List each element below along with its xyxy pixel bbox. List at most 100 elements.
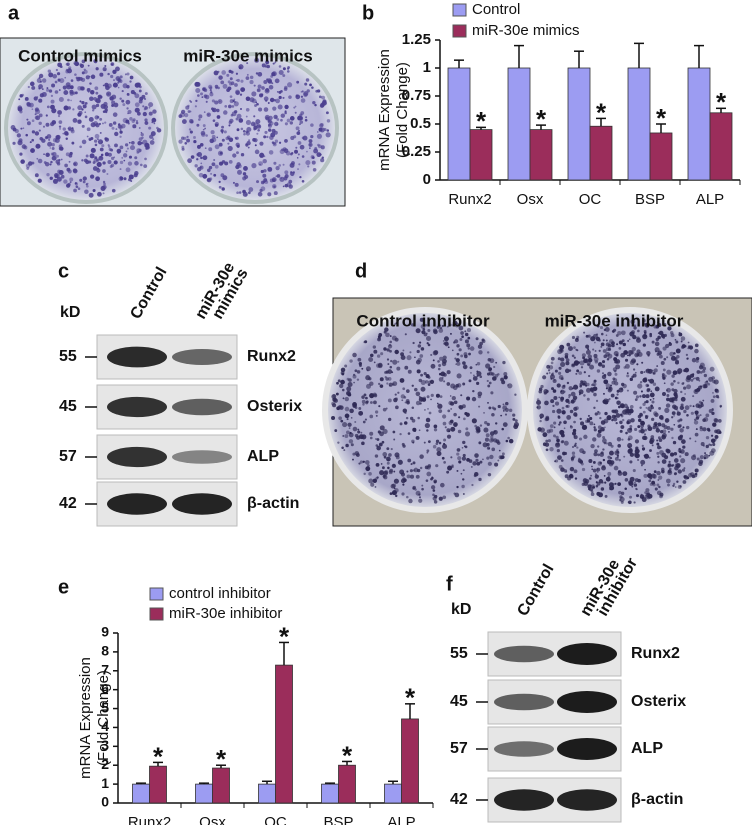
colony: [690, 378, 694, 382]
colony: [316, 133, 323, 139]
colony: [444, 426, 447, 429]
colony: [684, 344, 687, 348]
colony: [416, 369, 421, 374]
colony: [369, 436, 373, 440]
colony: [695, 359, 699, 363]
colony: [497, 404, 501, 409]
colony: [310, 134, 314, 139]
colony: [596, 468, 599, 470]
bar: [338, 764, 356, 804]
colony: [125, 99, 131, 105]
colony: [230, 70, 234, 74]
colony: [45, 122, 50, 127]
colony: [660, 361, 665, 365]
colony: [97, 139, 104, 145]
colony: [59, 146, 64, 151]
colony: [56, 72, 61, 76]
colony: [266, 135, 269, 139]
colony: [645, 322, 650, 327]
colony: [259, 141, 264, 146]
colony: [259, 163, 261, 166]
colony: [395, 322, 398, 325]
colony: [620, 404, 625, 409]
colony: [556, 408, 562, 414]
colony: [654, 487, 658, 491]
colony: [711, 411, 715, 415]
colony: [223, 130, 227, 134]
colony: [417, 344, 422, 348]
colony: [680, 396, 686, 402]
colony: [616, 389, 620, 393]
colony: [352, 426, 358, 432]
colony: [629, 476, 635, 482]
colony: [653, 411, 658, 416]
colony: [295, 146, 298, 149]
colony: [300, 95, 304, 98]
colony: [236, 128, 240, 132]
colony: [702, 399, 705, 402]
x-tick-label: Runx2: [448, 191, 491, 208]
colony: [671, 400, 675, 404]
colony: [504, 407, 509, 412]
colony: [222, 83, 228, 89]
colony: [601, 360, 606, 364]
colony: [652, 371, 656, 375]
colony: [442, 414, 447, 419]
colony: [29, 81, 35, 87]
colony: [583, 434, 588, 440]
colony: [453, 400, 458, 405]
colony: [357, 357, 362, 362]
colony: [51, 143, 55, 147]
colony: [617, 330, 622, 336]
colony: [89, 96, 94, 102]
colony: [426, 465, 431, 470]
colony: [433, 424, 438, 429]
colony: [548, 372, 551, 374]
colony: [332, 397, 337, 402]
colony: [199, 142, 204, 147]
colony: [86, 127, 91, 132]
colony: [679, 428, 684, 433]
colony: [121, 156, 124, 159]
bar: [687, 67, 711, 181]
colony: [660, 416, 664, 421]
colony: [58, 170, 64, 176]
colony: [221, 131, 224, 134]
colony: [251, 91, 257, 97]
colony: [86, 88, 91, 92]
bar: [507, 67, 531, 181]
colony: [633, 317, 636, 321]
colony: [569, 425, 573, 429]
colony: [710, 434, 714, 437]
colony: [614, 482, 617, 485]
y-axis-label: (Fold Change): [95, 670, 112, 766]
colony: [633, 324, 637, 327]
colony: [631, 330, 635, 334]
colony: [582, 382, 586, 386]
colony: [633, 390, 638, 395]
colony: [587, 357, 593, 363]
colony: [487, 401, 489, 404]
colony: [557, 442, 560, 445]
colony: [148, 126, 152, 130]
colony: [644, 377, 648, 381]
colony: [213, 173, 217, 177]
colony: [214, 121, 220, 127]
colony: [316, 152, 322, 158]
colony: [245, 76, 250, 80]
colony: [644, 322, 647, 326]
colony: [451, 349, 454, 352]
colony: [605, 339, 608, 342]
colony: [455, 358, 460, 363]
colony: [435, 439, 440, 443]
colony: [94, 143, 98, 147]
colony: [593, 353, 598, 358]
colony: [65, 68, 69, 72]
colony: [214, 100, 219, 105]
bar: [258, 783, 276, 804]
colony: [624, 478, 629, 482]
colony: [235, 72, 239, 75]
colony: [593, 428, 597, 432]
colony: [254, 57, 260, 63]
colony: [589, 421, 594, 426]
